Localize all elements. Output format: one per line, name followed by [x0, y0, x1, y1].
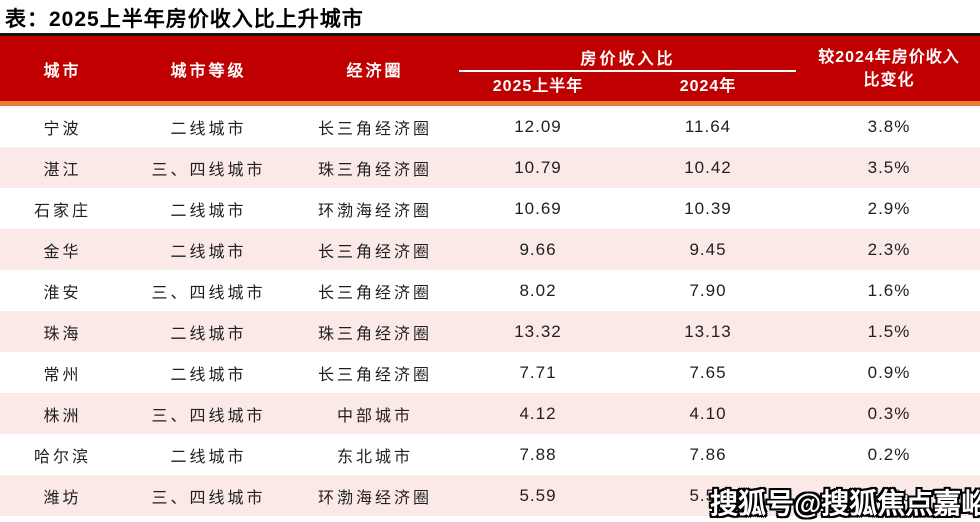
cell-region: 环渤海经济圈	[317, 489, 432, 507]
cell-city: 珠海	[43, 325, 82, 343]
watermark: 搜狐号@搜狐焦点嘉峪关站	[710, 488, 980, 519]
sub-header-row: 2025上半年 2024年	[458, 74, 798, 100]
cell-y2024: 7.86	[689, 444, 727, 464]
cell-h1_2025: 5.59	[519, 485, 557, 505]
cell-city: 湛江	[43, 161, 82, 179]
table-header: 城市 城市等级 经济圈 房价收入比 2025上半年 2024年 较2024年房价…	[0, 36, 980, 101]
cell-region: 珠三角经济圈	[317, 161, 432, 179]
cell-change: 3.5%	[867, 157, 911, 177]
cell-change: 2.3%	[867, 239, 911, 259]
cell-tier: 二线城市	[170, 325, 247, 343]
table-row: 哈尔滨 二线城市 东北城市 7.88 7.86 0.2%	[0, 434, 980, 475]
cell-city: 金华	[43, 243, 82, 261]
cell-city: 宁波	[43, 120, 82, 138]
table-row: 常州 二线城市 长三角经济圈 7.71 7.65 0.9%	[0, 352, 980, 393]
cell-h1_2025: 10.69	[514, 198, 562, 218]
cell-y2024: 10.39	[684, 198, 732, 218]
cell-change: 0.3%	[867, 403, 911, 423]
col-header-region: 经济圈	[346, 62, 404, 80]
cell-y2024: 5.58	[689, 485, 727, 505]
cell-y2024: 4.10	[689, 403, 727, 423]
cell-change: 0.2%	[867, 485, 911, 505]
cell-city: 淮安	[43, 284, 82, 302]
cell-city: 哈尔滨	[33, 448, 91, 466]
col-header-city: 城市	[43, 62, 82, 80]
cell-h1_2025: 8.02	[519, 280, 557, 300]
cell-tier: 三、四线城市	[151, 407, 266, 425]
cell-h1_2025: 13.32	[514, 321, 562, 341]
col-header-2025h1: 2025上半年	[492, 78, 584, 95]
cell-change: 0.2%	[867, 444, 911, 464]
col-header-tier: 城市等级	[170, 62, 247, 80]
cell-tier: 三、四线城市	[151, 284, 266, 302]
cell-h1_2025: 9.66	[519, 239, 557, 259]
cell-change: 1.5%	[867, 321, 911, 341]
cell-change: 3.8%	[867, 116, 911, 136]
col-header-change-line2: 比变化	[863, 71, 915, 89]
table-title: 表：2025上半年房价收入比上升城市	[5, 8, 364, 31]
table-row: 株洲 三、四线城市 中部城市 4.12 4.10 0.3%	[0, 393, 980, 434]
cell-h1_2025: 12.09	[514, 116, 562, 136]
cell-region: 珠三角经济圈	[317, 325, 432, 343]
table-row: 珠海 二线城市 珠三角经济圈 13.32 13.13 1.5%	[0, 311, 980, 352]
cell-city: 常州	[43, 366, 82, 384]
cell-tier: 二线城市	[170, 243, 247, 261]
cell-y2024: 7.90	[689, 280, 727, 300]
cell-tier: 二线城市	[170, 448, 247, 466]
cell-region: 东北城市	[336, 448, 413, 466]
cell-tier: 二线城市	[170, 202, 247, 220]
accent-divider	[0, 101, 980, 106]
col-group-price-income-ratio: 房价收入比 2025上半年 2024年	[458, 36, 798, 101]
col-header-2024: 2024年	[679, 78, 737, 95]
table-row: 潍坊 三、四线城市 环渤海经济圈 5.59 5.58 0.2%	[0, 475, 980, 516]
cell-change: 0.9%	[867, 362, 911, 382]
table-row: 石家庄 二线城市 环渤海经济圈 10.69 10.39 2.9%	[0, 188, 980, 229]
col-header-change-line1: 较2024年房价收入	[818, 48, 960, 66]
cell-y2024: 11.64	[684, 116, 732, 136]
cell-city: 石家庄	[33, 202, 91, 220]
cell-y2024: 7.65	[689, 362, 727, 382]
cell-region: 中部城市	[336, 407, 413, 425]
cell-region: 长三角经济圈	[317, 284, 432, 302]
top-divider	[0, 33, 980, 36]
cell-h1_2025: 4.12	[519, 403, 557, 423]
cell-h1_2025: 10.79	[514, 157, 562, 177]
cell-tier: 二线城市	[170, 366, 247, 384]
group-underline	[459, 70, 796, 72]
cell-change: 2.9%	[867, 198, 911, 218]
cell-y2024: 10.42	[684, 157, 732, 177]
table-body: 宁波 二线城市 长三角经济圈 12.09 11.64 3.8% 湛江 三、四线城市 珠三角经济圈…	[0, 106, 980, 516]
table-row: 淮安 三、四线城市 长三角经济圈 8.02 7.90 1.6%	[0, 270, 980, 311]
cell-h1_2025: 7.71	[519, 362, 557, 382]
table-row: 湛江 三、四线城市 珠三角经济圈 10.79 10.42 3.5%	[0, 147, 980, 188]
cell-region: 长三角经济圈	[317, 120, 432, 138]
cell-region: 长三角经济圈	[317, 243, 432, 261]
cell-region: 环渤海经济圈	[317, 202, 432, 220]
cell-tier: 二线城市	[170, 120, 247, 138]
table-row: 金华 二线城市 长三角经济圈 9.66 9.45 2.3%	[0, 229, 980, 270]
cell-city: 株洲	[43, 407, 82, 425]
cell-change: 1.6%	[867, 280, 911, 300]
cell-tier: 三、四线城市	[151, 161, 266, 179]
cell-y2024: 13.13	[684, 321, 732, 341]
cell-h1_2025: 7.88	[519, 444, 557, 464]
col-group-title: 房价收入比	[580, 51, 676, 68]
cell-tier: 三、四线城市	[151, 489, 266, 507]
cell-region: 长三角经济圈	[317, 366, 432, 384]
cell-y2024: 9.45	[689, 239, 727, 259]
cell-city: 潍坊	[43, 489, 82, 507]
col-header-change: 较2024年房价收入 比变化	[798, 36, 980, 101]
table-row: 宁波 二线城市 长三角经济圈 12.09 11.64 3.8%	[0, 106, 980, 147]
